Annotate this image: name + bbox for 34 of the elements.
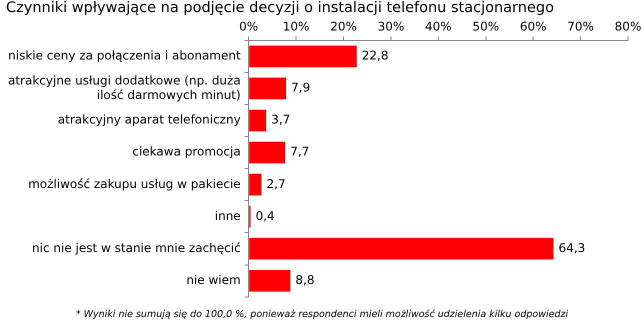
y-tick-label: ciekawa promocja xyxy=(132,144,241,159)
x-tick-label: 20% xyxy=(330,19,357,34)
bar xyxy=(249,110,266,132)
x-tick-label: 80% xyxy=(614,19,642,34)
y-tick-label: inne xyxy=(214,208,241,223)
data-label: 0,4 xyxy=(256,208,275,223)
data-label: 64,3 xyxy=(558,240,586,255)
y-tick-label: niskie ceny za połączenia i abonament xyxy=(8,48,241,63)
x-tick-label: 0% xyxy=(239,19,258,34)
x-tick-label: 60% xyxy=(520,19,547,34)
bar xyxy=(249,270,290,292)
data-label: 8,8 xyxy=(295,272,315,287)
chart-title: Czynniki wpływające na podjęcie decyzji o instalacji telefonu stacjonarnego xyxy=(5,0,555,16)
y-tick-label: możliwość zakupu usług w pakiecie xyxy=(28,176,241,191)
x-tick-label: 50% xyxy=(472,19,500,34)
data-label: 7,7 xyxy=(290,144,310,159)
y-tick-label: nic nie jest w stanie mnie zachęcić xyxy=(32,240,241,255)
y-tick-label: atrakcyjny aparat telefoniczny xyxy=(58,112,241,127)
x-tick-label: 10% xyxy=(282,19,310,34)
bar xyxy=(249,46,357,68)
y-tick-label: atrakcyjne usługi dodatkowe (np. duża ilość darmowych minut) xyxy=(8,73,241,102)
bar xyxy=(249,142,286,164)
text: * Wyniki nie sumują się do 100,0 %, ponieważ respondenci mieli możliwość udzielenia kilku odpowiedzi xyxy=(74,309,570,320)
bar xyxy=(249,78,286,100)
data-label: 3,7 xyxy=(271,112,290,127)
data-label: 22,8 xyxy=(362,48,389,63)
data-label: 2,7 xyxy=(266,176,286,191)
y-tick-label: nie wiem xyxy=(186,272,241,287)
data-label: 7,9 xyxy=(291,80,310,95)
bar xyxy=(249,238,554,260)
bar xyxy=(249,174,262,196)
x-tick-label: 70% xyxy=(567,19,594,34)
x-tick-label: 30% xyxy=(378,19,404,34)
x-tick-label: 40% xyxy=(425,19,452,34)
